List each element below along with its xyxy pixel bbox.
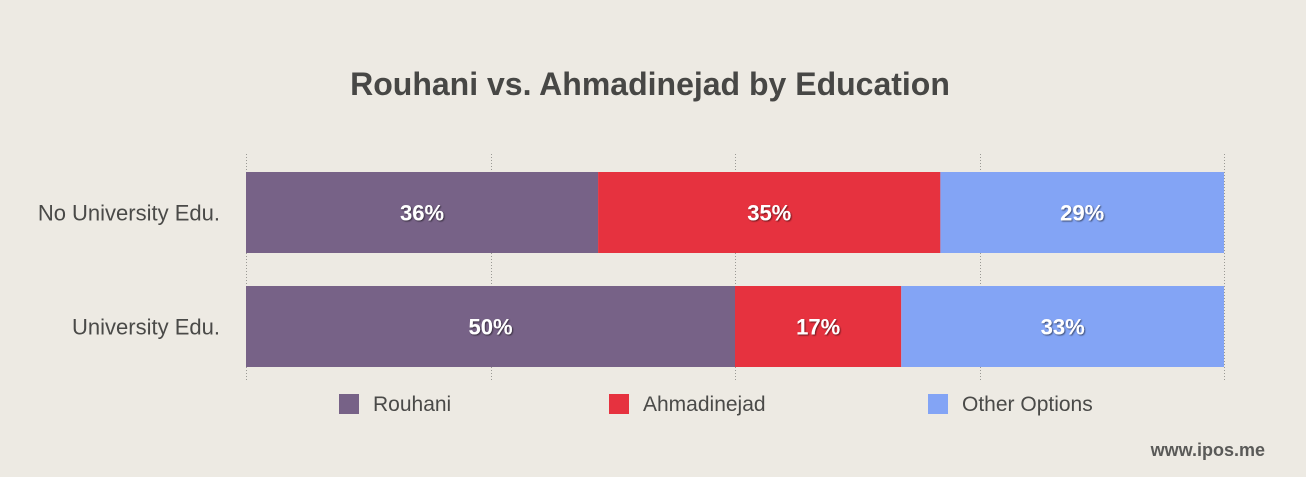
bar-segment [598,172,941,253]
legend-swatch [609,394,629,414]
data-label: 29% [1060,201,1104,226]
data-label: 17% [796,315,840,340]
category-label: University Edu. [72,315,220,340]
bar-segment [901,286,1224,367]
bar-segment [246,286,735,367]
legend-label: Rouhani [373,393,451,416]
data-label: 35% [747,201,791,226]
category-label: No University Edu. [38,201,220,226]
legend: Rouhani Ahmadinejad Other Options [339,393,1093,416]
data-label: 36% [400,201,444,226]
watermark: www.ipos.me [1150,440,1265,460]
bar-segment [735,286,902,367]
legend-swatch [928,394,948,414]
category-labels: No University Edu. University Edu. [38,201,220,340]
legend-swatch [339,394,359,414]
bar-segment [246,172,599,253]
legend-label: Ahmadinejad [643,393,766,416]
data-label: 50% [468,315,512,340]
data-label: 33% [1041,315,1085,340]
bar-segment [940,172,1224,253]
legend-label: Other Options [962,393,1093,416]
bars: 36% 35% 29% 50% 17% 33% [246,172,1224,367]
chart-title: Rouhani vs. Ahmadinejad by Education [350,66,950,102]
